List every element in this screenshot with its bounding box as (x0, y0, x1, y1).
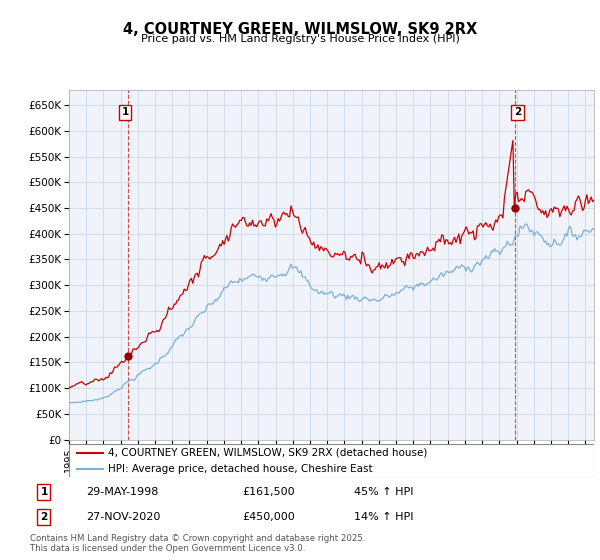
Text: 1: 1 (121, 108, 129, 118)
Text: 14% ↑ HPI: 14% ↑ HPI (353, 512, 413, 522)
Text: 45% ↑ HPI: 45% ↑ HPI (353, 487, 413, 497)
Text: £450,000: £450,000 (242, 512, 295, 522)
Text: 4, COURTNEY GREEN, WILMSLOW, SK9 2RX: 4, COURTNEY GREEN, WILMSLOW, SK9 2RX (123, 22, 477, 38)
Text: 2: 2 (514, 108, 521, 118)
Text: Price paid vs. HM Land Registry's House Price Index (HPI): Price paid vs. HM Land Registry's House … (140, 34, 460, 44)
Text: 1: 1 (40, 487, 47, 497)
Text: 27-NOV-2020: 27-NOV-2020 (86, 512, 160, 522)
Text: 29-MAY-1998: 29-MAY-1998 (86, 487, 158, 497)
Text: Contains HM Land Registry data © Crown copyright and database right 2025.
This d: Contains HM Land Registry data © Crown c… (30, 534, 365, 553)
Text: £161,500: £161,500 (242, 487, 295, 497)
Text: HPI: Average price, detached house, Cheshire East: HPI: Average price, detached house, Ches… (109, 464, 373, 474)
Text: 4, COURTNEY GREEN, WILMSLOW, SK9 2RX (detached house): 4, COURTNEY GREEN, WILMSLOW, SK9 2RX (de… (109, 448, 428, 458)
Text: 2: 2 (40, 512, 47, 522)
